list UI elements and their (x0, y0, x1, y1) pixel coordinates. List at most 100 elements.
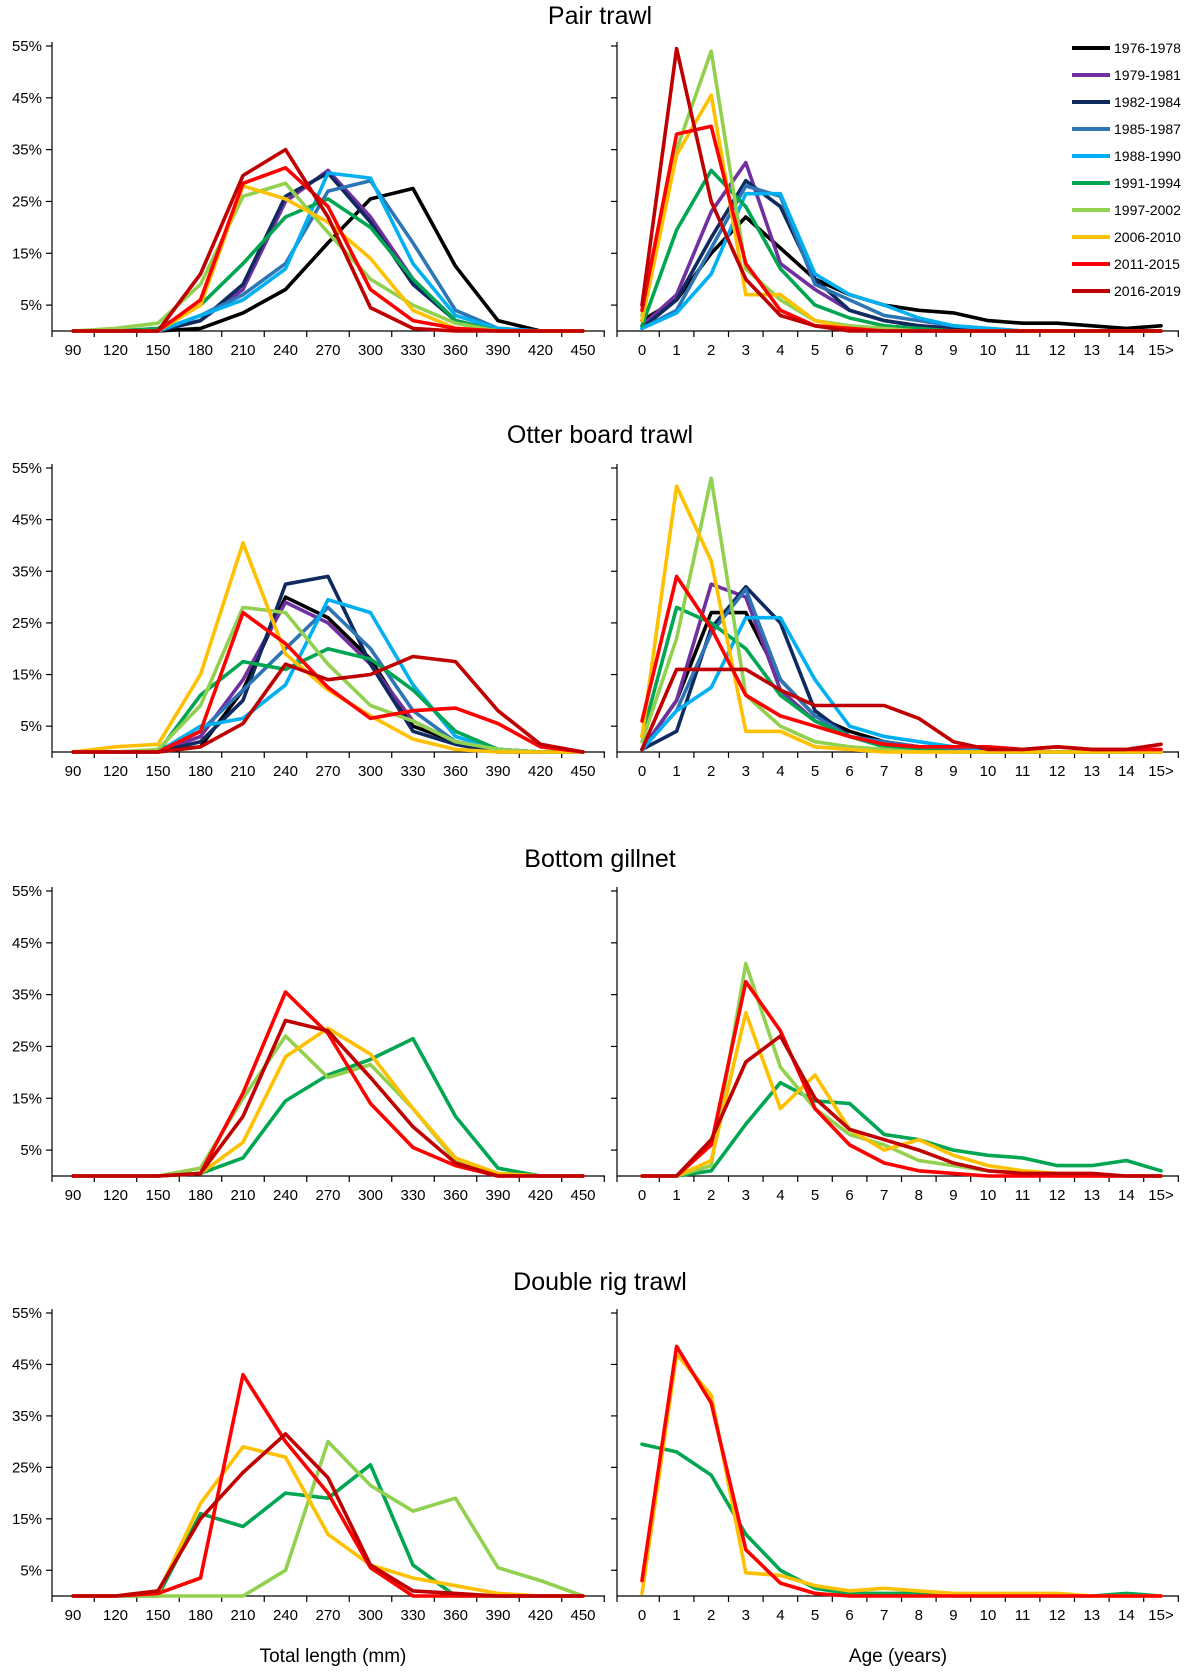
legend-label: 1997-2002 (1114, 202, 1181, 218)
x-tick-label: 12 (1049, 342, 1066, 359)
x-tick-label: 1 (672, 1607, 680, 1624)
x-tick-label: 210 (230, 1187, 255, 1204)
series-line-2011-2015 (71, 990, 585, 1178)
x-tick-label: 240 (273, 763, 298, 780)
x-tick-label: 180 (188, 763, 213, 780)
x-tick-label: 90 (65, 763, 82, 780)
series-line-1991-1994 (640, 1442, 1163, 1598)
y-tick-label: 5% (20, 718, 42, 735)
legend-label: 2016-2019 (1114, 283, 1181, 299)
series-line-1982-1984 (71, 171, 585, 333)
legend-label: 2011-2015 (1114, 256, 1180, 272)
x-tick-label: 3 (742, 1187, 750, 1204)
x-tick-label: 180 (188, 342, 213, 359)
x-tick-label: 270 (315, 763, 340, 780)
x-axis-label-age: Age (years) (849, 1646, 947, 1667)
x-tick-label: 120 (103, 1607, 128, 1624)
series-line-2011-2015 (640, 979, 1163, 1178)
series-line-2006-2010 (71, 541, 585, 754)
series-line-1988-1990 (71, 171, 585, 333)
y-tick-label: 15% (12, 245, 42, 262)
panel-titles: Pair trawl Otter board trawl Bottom gillne… (507, 2, 693, 1296)
x-tick-label: 13 (1083, 342, 1100, 359)
y-tick-label: 25% (12, 193, 42, 210)
series-line-2016-2019 (71, 654, 585, 754)
x-tick-label: 1 (672, 763, 680, 780)
x-tick-label: 390 (485, 763, 510, 780)
x-tick-label: 6 (845, 1607, 853, 1624)
x-tick-label: 5 (811, 1607, 819, 1624)
x-tick-label: 240 (273, 1607, 298, 1624)
x-tick-label: 9 (949, 1187, 957, 1204)
x-tick-label: 8 (915, 342, 923, 359)
x-tick-label: 2 (707, 1187, 715, 1204)
x-tick-label: 3 (742, 1607, 750, 1624)
x-tick-label: 240 (273, 342, 298, 359)
x-tick-label: 120 (103, 1187, 128, 1204)
legend-label: 2006-2010 (1114, 229, 1181, 245)
x-tick-label: 180 (188, 1187, 213, 1204)
x-tick-label: 8 (915, 1187, 923, 1204)
y-tick-label: 15% (12, 667, 42, 684)
y-tick-label: 25% (12, 615, 42, 632)
x-tick-label: 2 (707, 763, 715, 780)
y-tick-label: 35% (12, 1408, 42, 1425)
legend-item: 1991-1994 (1072, 175, 1181, 191)
legend-label: 1985-1987 (1114, 121, 1181, 137)
x-tick-label: 210 (230, 763, 255, 780)
x-tick-label: 150 (145, 342, 170, 359)
series-line-1991-1994 (71, 1463, 585, 1598)
x-tick-label: 0 (638, 1607, 646, 1624)
y-tick-label: 5% (20, 297, 42, 314)
x-tick-label: 5 (811, 342, 819, 359)
x-tick-label: 150 (145, 1187, 170, 1204)
panel-title: Double rig trawl (513, 1268, 687, 1296)
x-tick-label: 360 (443, 763, 468, 780)
legend-label: 1988-1990 (1114, 148, 1181, 164)
x-tick-label: 11 (1015, 1187, 1031, 1204)
y-tick-label: 35% (12, 987, 42, 1004)
x-tick-label: 300 (358, 763, 383, 780)
x-tick-label: 300 (358, 1187, 383, 1204)
x-tick-label: 5 (811, 1187, 819, 1204)
legend-label: 1991-1994 (1114, 175, 1181, 191)
x-tick-label: 13 (1083, 1187, 1100, 1204)
x-tick-label: 13 (1083, 763, 1100, 780)
x-tick-label: 14 (1118, 1187, 1135, 1204)
x-tick-label: 330 (400, 1607, 425, 1624)
y-tick-label: 15% (12, 1090, 42, 1107)
x-tick-label: 13 (1083, 1607, 1100, 1624)
y-tick-label: 15% (12, 1511, 42, 1528)
x-tick-label: 390 (485, 342, 510, 359)
x-tick-label: 15> (1148, 1187, 1174, 1204)
series-line-2006-2010 (640, 484, 1163, 754)
x-tick-label: 9 (949, 763, 957, 780)
series-line-2016-2019 (640, 46, 1163, 333)
x-tick-label: 330 (400, 342, 425, 359)
panel-title: Bottom gillnet (524, 845, 676, 873)
series-line-1976-1978 (640, 610, 1163, 754)
x-tick-label: 0 (638, 763, 646, 780)
panel-bottom-gillnet-age: 0 1 2 3 4 5 6 7 8 9 10 11 12 13 14 15> (611, 887, 1179, 1204)
series-line-2006-2010 (640, 1352, 1163, 1598)
x-tick-label: 360 (443, 1187, 468, 1204)
panel-double-rig-trawl-age: 0 1 2 3 4 5 6 7 8 9 10 11 12 13 14 15> (611, 1309, 1179, 1624)
x-tick-label: 15> (1148, 1607, 1174, 1624)
y-tick-label: 55% (12, 1305, 42, 1322)
x-tick-label: 90 (65, 342, 82, 359)
x-tick-label: 14 (1118, 342, 1135, 359)
x-tick-label: 1 (672, 342, 680, 359)
series-line-2016-2019 (640, 1034, 1163, 1178)
panel-title: Otter board trawl (507, 421, 693, 449)
x-tick-label: 180 (188, 1607, 213, 1624)
x-tick-label: 240 (273, 1187, 298, 1204)
legend-item: 2011-2015 (1072, 256, 1180, 272)
x-tick-label: 4 (776, 1187, 784, 1204)
x-tick-label: 10 (980, 1607, 997, 1624)
x-tick-label: 12 (1049, 1607, 1066, 1624)
x-tick-label: 11 (1015, 1607, 1031, 1624)
panel-pair-trawl-length: 55% 45% 35% 25% 15% 5% 90 120 150 180 210 240 270 300… (12, 38, 605, 359)
legend-item: 1979-1981 (1072, 67, 1181, 83)
x-tick-label: 14 (1118, 1607, 1135, 1624)
x-tick-label: 9 (949, 1607, 957, 1624)
